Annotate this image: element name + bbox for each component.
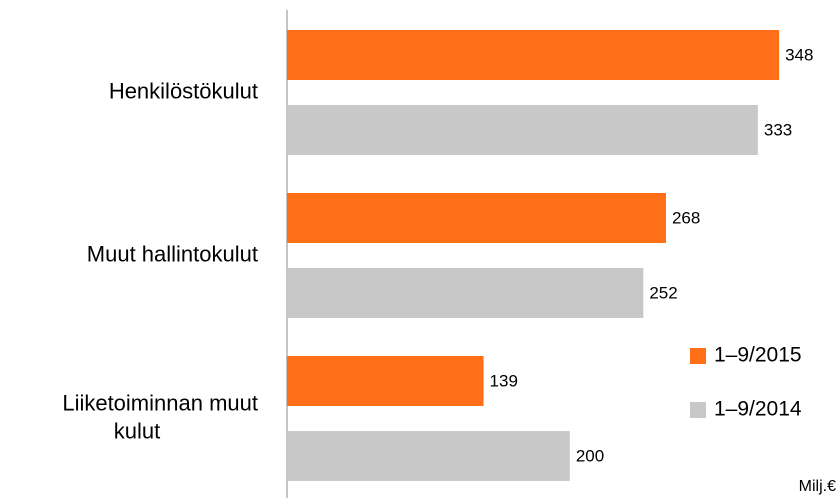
value-label: 252	[649, 283, 677, 302]
bar	[287, 268, 644, 318]
category-label: Henkilöstökulut	[109, 78, 258, 103]
legend-label: 1–9/2014	[714, 398, 802, 421]
category-label: Muut hallintokulut	[87, 241, 258, 266]
value-label: 268	[672, 208, 700, 227]
value-label: 139	[490, 371, 518, 390]
value-label: 333	[764, 120, 792, 139]
bar	[287, 193, 666, 243]
legend-swatch	[690, 348, 706, 364]
bar	[287, 30, 780, 80]
legend-label: 1–9/2015	[714, 344, 802, 367]
value-label: 348	[785, 45, 813, 64]
bar	[287, 105, 758, 155]
unit-label: Milj.€	[799, 478, 836, 495]
bar	[287, 356, 484, 406]
legend-swatch	[690, 402, 706, 418]
value-label: 200	[576, 446, 604, 465]
bar	[287, 431, 570, 481]
category-label: Liiketoiminnan muut kulut	[62, 390, 258, 443]
